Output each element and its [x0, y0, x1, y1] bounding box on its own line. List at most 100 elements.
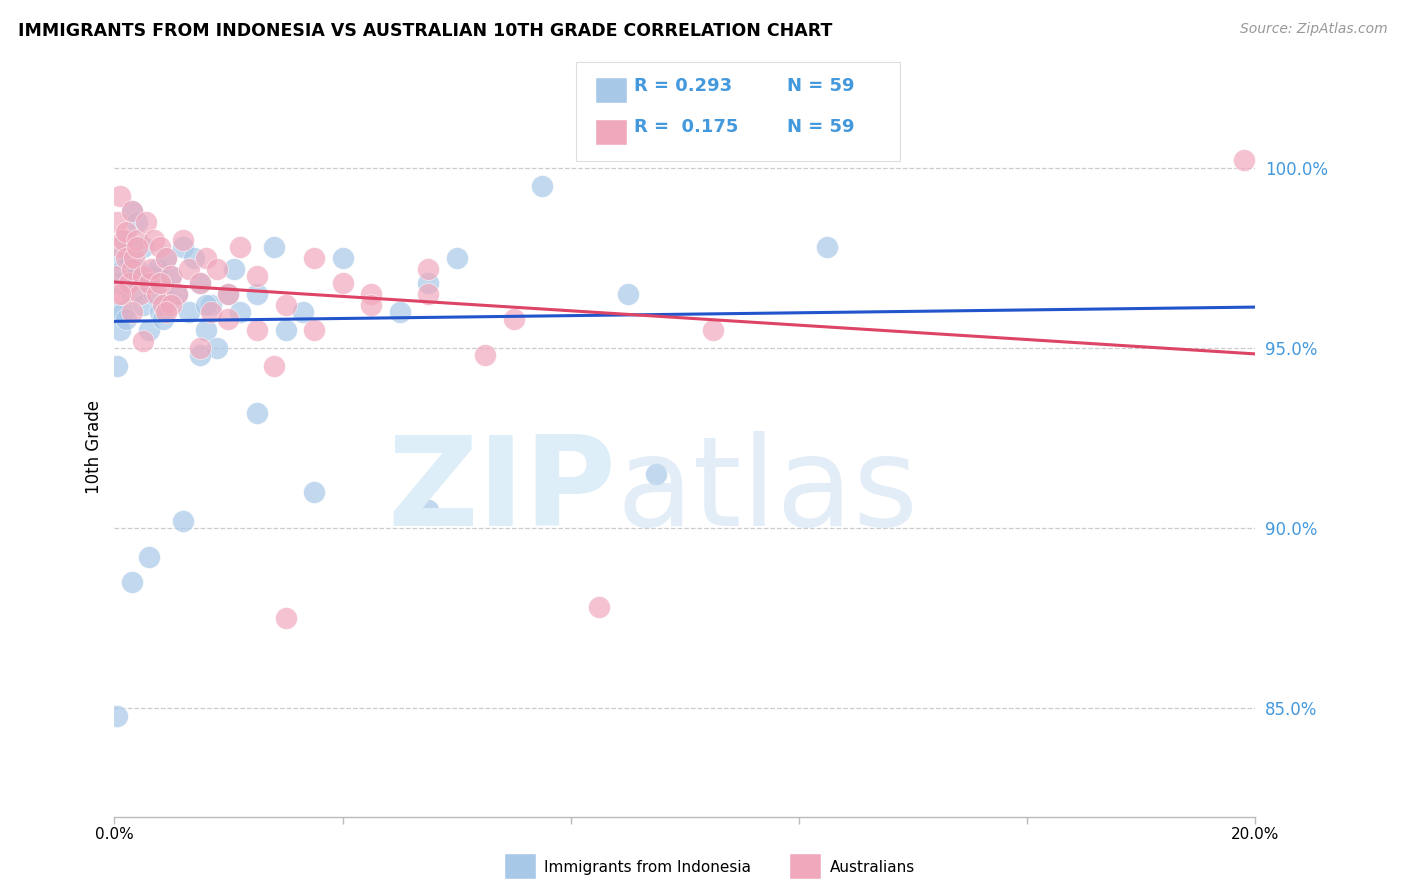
Point	[127, 214, 149, 228]
Point	[105, 268, 128, 283]
Point	[229, 305, 252, 319]
Point	[474, 348, 496, 362]
Point	[132, 240, 155, 254]
Point	[188, 341, 211, 355]
Point	[121, 286, 143, 301]
Point	[160, 268, 183, 283]
Point	[188, 276, 211, 290]
Point	[246, 286, 269, 301]
Point	[263, 359, 285, 373]
Point	[138, 276, 160, 290]
Text: N = 59: N = 59	[787, 77, 855, 95]
Point	[143, 286, 166, 301]
Point	[108, 286, 131, 301]
Point	[138, 549, 160, 564]
Point	[141, 261, 163, 276]
Point	[217, 286, 239, 301]
Point	[183, 251, 205, 265]
Point	[188, 276, 211, 290]
Text: N = 59: N = 59	[787, 118, 855, 136]
Point	[416, 503, 439, 517]
Point	[531, 178, 554, 193]
Point	[172, 514, 194, 528]
Point	[108, 189, 131, 203]
Point	[160, 297, 183, 311]
Point	[416, 286, 439, 301]
Point	[166, 286, 188, 301]
Point	[246, 323, 269, 337]
Point	[645, 467, 668, 481]
Point	[172, 233, 194, 247]
Point	[332, 276, 354, 290]
Point	[111, 286, 134, 301]
Text: R = 0.293: R = 0.293	[634, 77, 733, 95]
Point	[177, 305, 200, 319]
Text: atlas: atlas	[616, 431, 918, 552]
Point	[111, 233, 134, 247]
Point	[416, 261, 439, 276]
Text: 0.0%: 0.0%	[96, 827, 134, 842]
Point	[105, 708, 128, 723]
Point	[217, 286, 239, 301]
Point	[263, 240, 285, 254]
Point	[194, 323, 217, 337]
Point	[360, 286, 382, 301]
Point	[121, 261, 143, 276]
Point	[388, 305, 411, 319]
Point	[132, 297, 155, 311]
Point	[129, 286, 152, 301]
Point	[143, 233, 166, 247]
Point	[135, 276, 157, 290]
Point	[291, 305, 314, 319]
Point	[502, 312, 524, 326]
Point	[127, 240, 149, 254]
Text: IMMIGRANTS FROM INDONESIA VS AUSTRALIAN 10TH GRADE CORRELATION CHART: IMMIGRANTS FROM INDONESIA VS AUSTRALIAN …	[18, 22, 832, 40]
Point	[152, 312, 174, 326]
Point	[121, 575, 143, 590]
Point	[111, 305, 134, 319]
Point	[146, 261, 169, 276]
Point	[332, 251, 354, 265]
Point	[111, 261, 134, 276]
Point	[132, 334, 155, 348]
Point	[302, 323, 325, 337]
Point	[200, 305, 222, 319]
Point	[127, 233, 149, 247]
Point	[177, 261, 200, 276]
Point	[274, 297, 297, 311]
Point	[124, 268, 146, 283]
Point	[588, 600, 610, 615]
Text: Immigrants from Indonesia: Immigrants from Indonesia	[544, 860, 751, 874]
Point	[105, 359, 128, 373]
Point	[246, 268, 269, 283]
Point	[205, 261, 228, 276]
Point	[155, 251, 177, 265]
Text: 20.0%: 20.0%	[1230, 827, 1279, 842]
Point	[124, 251, 146, 265]
Point	[132, 268, 155, 283]
Point	[146, 286, 169, 301]
Point	[155, 251, 177, 265]
Point	[246, 406, 269, 420]
Point	[446, 251, 468, 265]
Point	[160, 268, 183, 283]
Point	[135, 214, 157, 228]
Point	[114, 312, 136, 326]
Point	[138, 323, 160, 337]
Point	[105, 214, 128, 228]
Point	[105, 305, 128, 319]
Point	[217, 312, 239, 326]
Y-axis label: 10th Grade: 10th Grade	[86, 400, 103, 494]
Point	[121, 203, 143, 218]
Text: ZIP: ZIP	[388, 431, 616, 552]
Text: Source: ZipAtlas.com: Source: ZipAtlas.com	[1240, 22, 1388, 37]
Point	[616, 286, 638, 301]
Point	[114, 233, 136, 247]
Point	[360, 297, 382, 311]
Point	[205, 341, 228, 355]
Point	[108, 251, 131, 265]
Point	[141, 268, 163, 283]
Point	[114, 251, 136, 265]
Point	[127, 261, 149, 276]
Point	[229, 240, 252, 254]
